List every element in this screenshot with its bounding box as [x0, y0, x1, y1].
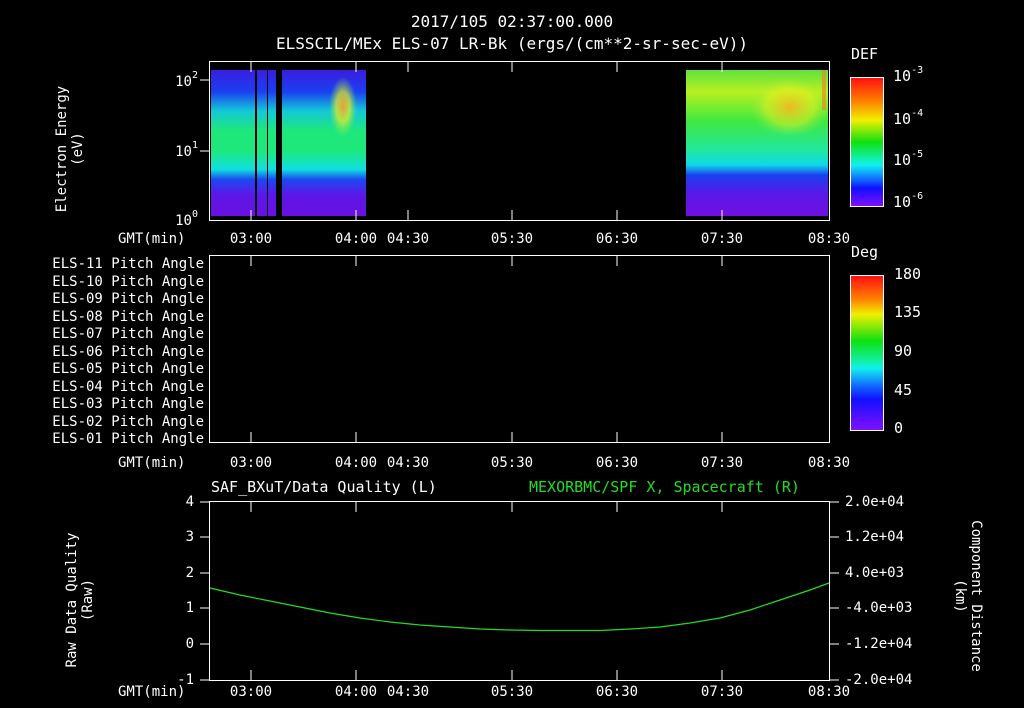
xtick3-0630: 06:30: [595, 684, 639, 700]
gmt-label-3: GMT(min): [118, 684, 186, 700]
spectrogram-image: [211, 70, 830, 216]
gmt-label-1: GMT(min): [118, 231, 186, 247]
colorbar2-label-135: 135: [894, 303, 922, 321]
ytick-right-neg1.2e4: -1.2e+04: [845, 636, 913, 652]
row-els-01: ELS-01 Pitch Angle: [52, 431, 204, 447]
colorbar2-label-90: 90: [894, 342, 913, 360]
row-els-08: ELS-08 Pitch Angle: [52, 308, 204, 325]
panel1-title: ELSSCIL/MEx ELS-07 LR-Bk (ergs/(cm**2-sr…: [275, 34, 749, 53]
ytick-1e2: 102: [175, 70, 198, 91]
row-els-10: ELS-10 Pitch Angle: [52, 273, 204, 290]
panel3-right-title: MEXORBMC/SPF X, Spacecraft (R): [529, 478, 800, 496]
colorbar2-label-0: 0: [894, 419, 904, 437]
xtick3-0300: 03:00: [229, 684, 273, 700]
xtick-0430: 04:30: [386, 231, 430, 247]
colorbar1-label-1e-3: 10-3: [893, 65, 924, 85]
row-els-11: ELS-11 Pitch Angle: [52, 256, 204, 272]
colorbar2-title: Deg: [851, 243, 879, 261]
ytick-left-1: 1: [185, 600, 194, 616]
row-els-05: ELS-05 Pitch Angle: [52, 361, 204, 377]
ytick-right-neg4e3: -4.0e+03: [845, 600, 913, 616]
xtick3-0830: 08:30: [807, 684, 851, 700]
row-els-06: ELS-06 Pitch Angle: [52, 343, 204, 360]
xtick-0400: 04:00: [334, 231, 378, 247]
xtick-0830: 08:30: [807, 231, 851, 247]
ytick-left-2: 2: [185, 565, 194, 581]
tick-marks: [200, 62, 839, 681]
ytick-1e1: 101: [175, 140, 198, 161]
colorbar1-label-1e-5: 10-5: [893, 149, 924, 169]
xtick3-0730: 07:30: [700, 684, 744, 700]
energy-spectrogram: [210, 62, 830, 220]
xtick-0300: 03:00: [229, 231, 273, 247]
row-els-03: ELS-03 Pitch Angle: [52, 396, 204, 412]
xtick-0730: 07:30: [700, 231, 744, 247]
colorbar1-label-1e-4: 10-4: [893, 108, 924, 128]
colorbar2-label-180: 180: [894, 265, 922, 283]
xtick2-0430: 04:30: [386, 455, 430, 471]
row-els-02: ELS-02 Pitch Angle: [52, 413, 204, 430]
panel3-left-title: SAF_BXuT/Data Quality (L): [211, 478, 437, 496]
line-plot-panel: [209, 501, 830, 681]
panel3-ylabel-left: Raw Data Quality (Raw): [64, 532, 96, 668]
panel3-ylabel-right: Component Distance (km): [952, 520, 984, 672]
timestamp: 2017/105 02:37:00.000: [410, 12, 614, 31]
xtick2-0830: 08:30: [807, 455, 851, 471]
panel1-frame: [209, 61, 830, 221]
xtick3-0430: 04:30: [386, 684, 430, 700]
colorbar1-label-1e-6: 10-6: [893, 191, 924, 211]
ytick-right-1.2e4: 1.2e+04: [845, 529, 905, 545]
xtick2-0530: 05:30: [490, 455, 534, 471]
xtick2-0400: 04:00: [334, 455, 378, 471]
xtick2-0730: 07:30: [700, 455, 744, 471]
xtick-0530: 05:30: [490, 231, 534, 247]
ytick-left-neg1: -1: [177, 672, 194, 688]
colorbar1-title: DEF: [851, 45, 879, 63]
colorbar-def: [850, 77, 884, 207]
ytick-right-4e3: 4.0e+03: [845, 565, 905, 581]
ytick-right-neg2e4: -2.0e+04: [845, 672, 913, 688]
colorbar2-label-45: 45: [894, 381, 913, 399]
xtick3-0400: 04:00: [334, 684, 378, 700]
row-els-09: ELS-09 Pitch Angle: [52, 291, 204, 307]
row-els-04: ELS-04 Pitch Angle: [52, 378, 204, 395]
xtick2-0630: 06:30: [595, 455, 639, 471]
pitch-angle-panel: [209, 255, 830, 443]
gmt-label-2: GMT(min): [118, 455, 186, 471]
pitch-angle-labels: ELS-11 Pitch Angle ELS-10 Pitch Angle EL…: [40, 256, 204, 449]
ytick-right-2e4: 2.0e+04: [845, 494, 905, 510]
row-els-07: ELS-07 Pitch Angle: [52, 326, 204, 342]
ytick-1e0: 100: [175, 209, 198, 230]
xtick-0630: 06:30: [595, 231, 639, 247]
ytick-left-3: 3: [185, 529, 194, 545]
xtick2-0300: 03:00: [229, 455, 273, 471]
colorbar-deg: [850, 275, 884, 431]
xtick3-0530: 05:30: [490, 684, 534, 700]
ytick-left-4: 4: [185, 494, 194, 510]
ytick-left-0: 0: [185, 636, 194, 652]
